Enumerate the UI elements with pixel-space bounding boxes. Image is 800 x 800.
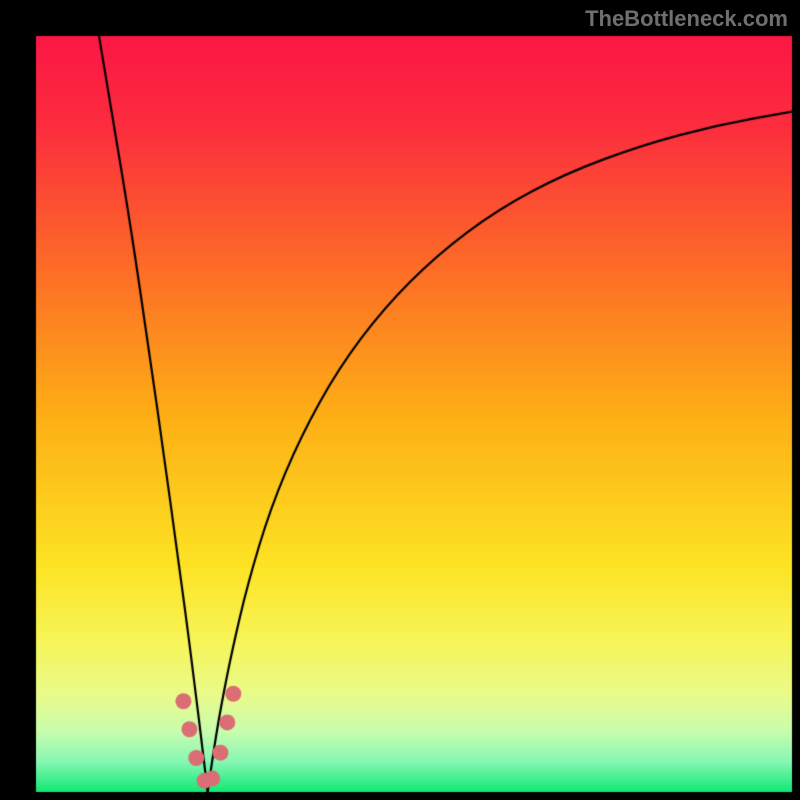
bottleneck-chart-canvas bbox=[0, 0, 800, 800]
watermark-text: TheBottleneck.com bbox=[585, 6, 788, 32]
chart-container: TheBottleneck.com bbox=[0, 0, 800, 800]
